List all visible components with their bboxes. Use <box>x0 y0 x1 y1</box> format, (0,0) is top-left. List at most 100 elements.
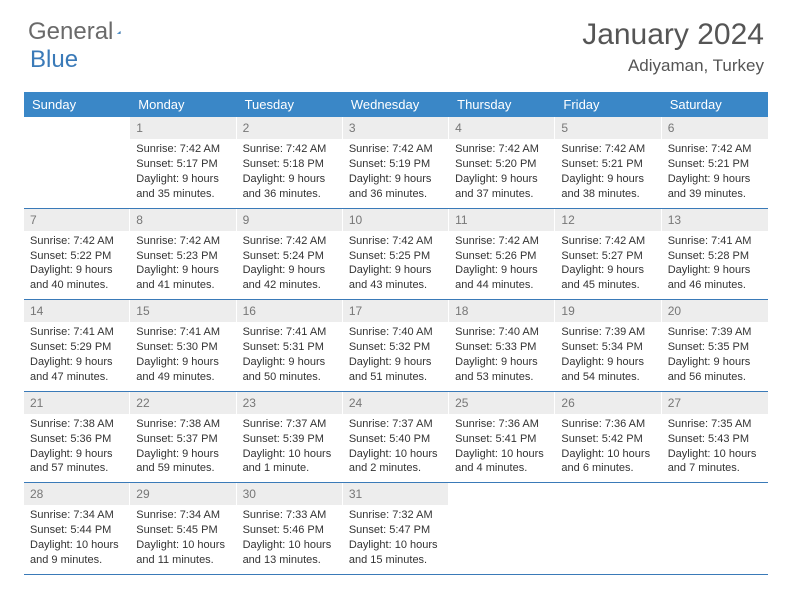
sunrise-text: Sunrise: 7:34 AM <box>136 508 230 523</box>
day-cell: 8Sunrise: 7:42 AMSunset: 5:23 PMDaylight… <box>130 209 236 300</box>
day-body: Sunrise: 7:37 AMSunset: 5:40 PMDaylight:… <box>343 414 449 482</box>
sunset-text: Sunset: 5:37 PM <box>136 432 230 447</box>
logo-word2: Blue <box>30 46 78 73</box>
weekday-sunday: Sunday <box>24 92 130 117</box>
daylight-text: Daylight: 9 hours and 59 minutes. <box>136 447 230 477</box>
day-body: Sunrise: 7:36 AMSunset: 5:42 PMDaylight:… <box>555 414 661 482</box>
day-cell: 10Sunrise: 7:42 AMSunset: 5:25 PMDayligh… <box>343 209 449 300</box>
sunset-text: Sunset: 5:18 PM <box>243 157 337 172</box>
daylight-text: Daylight: 9 hours and 36 minutes. <box>349 172 443 202</box>
logo-sail-icon <box>117 21 121 39</box>
sunrise-text: Sunrise: 7:32 AM <box>349 508 443 523</box>
sunset-text: Sunset: 5:32 PM <box>349 340 443 355</box>
day-number: 15 <box>130 300 236 322</box>
daylight-text: Daylight: 10 hours and 1 minute. <box>243 447 337 477</box>
daylight-text: Daylight: 9 hours and 57 minutes. <box>30 447 124 477</box>
sunrise-text: Sunrise: 7:33 AM <box>243 508 337 523</box>
sunrise-text: Sunrise: 7:42 AM <box>243 142 337 157</box>
sunset-text: Sunset: 5:28 PM <box>668 249 762 264</box>
day-body: Sunrise: 7:42 AMSunset: 5:23 PMDaylight:… <box>130 231 236 299</box>
sunset-text: Sunset: 5:25 PM <box>349 249 443 264</box>
day-number: 30 <box>237 483 343 505</box>
sunrise-text: Sunrise: 7:42 AM <box>30 234 124 249</box>
week-row: 7Sunrise: 7:42 AMSunset: 5:22 PMDaylight… <box>24 209 768 301</box>
day-body: Sunrise: 7:41 AMSunset: 5:31 PMDaylight:… <box>237 322 343 390</box>
daylight-text: Daylight: 9 hours and 35 minutes. <box>136 172 230 202</box>
sunrise-text: Sunrise: 7:36 AM <box>455 417 549 432</box>
day-cell: 1Sunrise: 7:42 AMSunset: 5:17 PMDaylight… <box>130 117 236 208</box>
sunset-text: Sunset: 5:19 PM <box>349 157 443 172</box>
sunrise-text: Sunrise: 7:36 AM <box>561 417 655 432</box>
day-cell: . <box>555 483 661 574</box>
day-body: Sunrise: 7:34 AMSunset: 5:44 PMDaylight:… <box>24 505 130 573</box>
day-cell: 3Sunrise: 7:42 AMSunset: 5:19 PMDaylight… <box>343 117 449 208</box>
sunset-text: Sunset: 5:35 PM <box>668 340 762 355</box>
day-body: Sunrise: 7:39 AMSunset: 5:35 PMDaylight:… <box>662 322 768 390</box>
sunset-text: Sunset: 5:30 PM <box>136 340 230 355</box>
day-cell: 23Sunrise: 7:37 AMSunset: 5:39 PMDayligh… <box>237 392 343 483</box>
location-label: Adiyaman, Turkey <box>582 56 764 76</box>
sunrise-text: Sunrise: 7:42 AM <box>561 234 655 249</box>
day-cell: 6Sunrise: 7:42 AMSunset: 5:21 PMDaylight… <box>662 117 768 208</box>
daylight-text: Daylight: 9 hours and 45 minutes. <box>561 263 655 293</box>
sunset-text: Sunset: 5:20 PM <box>455 157 549 172</box>
daylight-text: Daylight: 9 hours and 46 minutes. <box>668 263 762 293</box>
day-body: Sunrise: 7:40 AMSunset: 5:33 PMDaylight:… <box>449 322 555 390</box>
day-number: 26 <box>555 392 661 414</box>
daylight-text: Daylight: 9 hours and 43 minutes. <box>349 263 443 293</box>
day-number: 3 <box>343 117 449 139</box>
sunset-text: Sunset: 5:33 PM <box>455 340 549 355</box>
day-number: 27 <box>662 392 768 414</box>
day-number: 24 <box>343 392 449 414</box>
weekday-monday: Monday <box>130 92 236 117</box>
day-cell: 9Sunrise: 7:42 AMSunset: 5:24 PMDaylight… <box>237 209 343 300</box>
day-cell: 19Sunrise: 7:39 AMSunset: 5:34 PMDayligh… <box>555 300 661 391</box>
sunset-text: Sunset: 5:29 PM <box>30 340 124 355</box>
day-number: 14 <box>24 300 130 322</box>
daylight-text: Daylight: 9 hours and 40 minutes. <box>30 263 124 293</box>
day-cell: 31Sunrise: 7:32 AMSunset: 5:47 PMDayligh… <box>343 483 449 574</box>
day-number: 28 <box>24 483 130 505</box>
sunset-text: Sunset: 5:39 PM <box>243 432 337 447</box>
sunset-text: Sunset: 5:21 PM <box>668 157 762 172</box>
sunset-text: Sunset: 5:26 PM <box>455 249 549 264</box>
day-body: Sunrise: 7:38 AMSunset: 5:36 PMDaylight:… <box>24 414 130 482</box>
day-body: Sunrise: 7:42 AMSunset: 5:27 PMDaylight:… <box>555 231 661 299</box>
day-number: 18 <box>449 300 555 322</box>
daylight-text: Daylight: 10 hours and 2 minutes. <box>349 447 443 477</box>
month-title: January 2024 <box>582 18 764 52</box>
day-number: 9 <box>237 209 343 231</box>
weekday-tuesday: Tuesday <box>237 92 343 117</box>
day-cell: 17Sunrise: 7:40 AMSunset: 5:32 PMDayligh… <box>343 300 449 391</box>
day-number: 20 <box>662 300 768 322</box>
day-cell: 24Sunrise: 7:37 AMSunset: 5:40 PMDayligh… <box>343 392 449 483</box>
sunrise-text: Sunrise: 7:41 AM <box>136 325 230 340</box>
day-cell: . <box>662 483 768 574</box>
day-cell: . <box>449 483 555 574</box>
day-number: 1 <box>130 117 236 139</box>
day-cell: 25Sunrise: 7:36 AMSunset: 5:41 PMDayligh… <box>449 392 555 483</box>
day-body: Sunrise: 7:42 AMSunset: 5:20 PMDaylight:… <box>449 139 555 207</box>
day-cell: 13Sunrise: 7:41 AMSunset: 5:28 PMDayligh… <box>662 209 768 300</box>
day-cell: 29Sunrise: 7:34 AMSunset: 5:45 PMDayligh… <box>130 483 236 574</box>
day-number: 2 <box>237 117 343 139</box>
sunrise-text: Sunrise: 7:41 AM <box>30 325 124 340</box>
day-body: Sunrise: 7:42 AMSunset: 5:24 PMDaylight:… <box>237 231 343 299</box>
sunset-text: Sunset: 5:21 PM <box>561 157 655 172</box>
sunrise-text: Sunrise: 7:38 AM <box>136 417 230 432</box>
sunrise-text: Sunrise: 7:37 AM <box>243 417 337 432</box>
day-cell: 2Sunrise: 7:42 AMSunset: 5:18 PMDaylight… <box>237 117 343 208</box>
sunrise-text: Sunrise: 7:42 AM <box>136 234 230 249</box>
daylight-text: Daylight: 9 hours and 37 minutes. <box>455 172 549 202</box>
sunset-text: Sunset: 5:23 PM <box>136 249 230 264</box>
page-header: General January 2024 Adiyaman, Turkey <box>0 0 792 84</box>
sunrise-text: Sunrise: 7:42 AM <box>136 142 230 157</box>
day-body: Sunrise: 7:38 AMSunset: 5:37 PMDaylight:… <box>130 414 236 482</box>
sunrise-text: Sunrise: 7:40 AM <box>349 325 443 340</box>
day-number: 19 <box>555 300 661 322</box>
day-number: 12 <box>555 209 661 231</box>
logo: General <box>28 18 141 46</box>
daylight-text: Daylight: 10 hours and 7 minutes. <box>668 447 762 477</box>
daylight-text: Daylight: 9 hours and 51 minutes. <box>349 355 443 385</box>
day-body: Sunrise: 7:42 AMSunset: 5:21 PMDaylight:… <box>555 139 661 207</box>
